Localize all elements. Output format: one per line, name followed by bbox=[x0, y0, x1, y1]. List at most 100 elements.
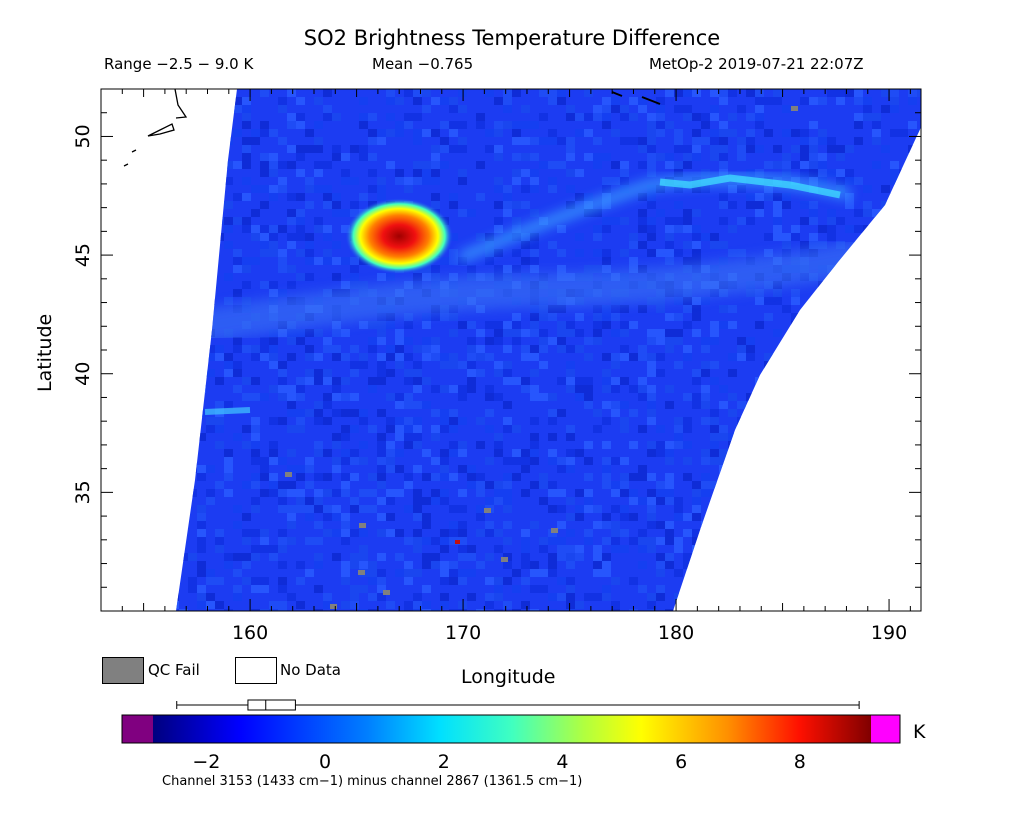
heatmap-cell bbox=[620, 105, 629, 113]
heatmap-cell bbox=[674, 417, 683, 425]
heatmap-cell bbox=[476, 329, 485, 337]
heatmap-cell bbox=[593, 593, 602, 601]
heatmap-cell bbox=[287, 513, 296, 521]
heatmap-cell bbox=[737, 441, 746, 449]
heatmap-cell bbox=[332, 385, 341, 393]
heatmap-cell bbox=[845, 257, 854, 265]
heatmap-cell bbox=[836, 585, 845, 593]
heatmap-cell bbox=[431, 313, 440, 321]
heatmap-cell bbox=[791, 473, 800, 481]
heatmap-cell bbox=[296, 217, 305, 225]
heatmap-cell bbox=[269, 185, 278, 193]
heatmap-cell bbox=[854, 481, 863, 489]
heatmap-cell bbox=[755, 193, 764, 201]
heatmap-cell bbox=[647, 497, 656, 505]
heatmap-cell bbox=[755, 401, 764, 409]
heatmap-cell bbox=[764, 385, 773, 393]
heatmap-cell bbox=[269, 193, 278, 201]
heatmap-cell bbox=[278, 225, 287, 233]
heatmap-cell bbox=[611, 105, 620, 113]
heatmap-cell bbox=[341, 577, 350, 585]
heatmap-cell bbox=[890, 329, 899, 337]
heatmap-cell bbox=[638, 545, 647, 553]
heatmap-cell bbox=[467, 265, 476, 273]
heatmap-cell bbox=[215, 545, 224, 553]
heatmap-cell bbox=[908, 297, 917, 305]
heatmap-cell bbox=[530, 185, 539, 193]
heatmap-cell bbox=[242, 345, 251, 353]
heatmap-cell bbox=[575, 449, 584, 457]
heatmap-cell bbox=[503, 345, 512, 353]
heatmap-cell bbox=[458, 105, 467, 113]
heatmap-cell bbox=[701, 401, 710, 409]
heatmap-cell bbox=[458, 169, 467, 177]
heatmap-cell bbox=[224, 361, 233, 369]
heatmap-cell bbox=[431, 345, 440, 353]
heatmap-cell bbox=[647, 137, 656, 145]
heatmap-cell bbox=[566, 329, 575, 337]
heatmap-cell bbox=[638, 241, 647, 249]
heatmap-cell bbox=[422, 401, 431, 409]
heatmap-cell bbox=[287, 113, 296, 121]
heatmap-cell bbox=[350, 561, 359, 569]
heatmap-cell bbox=[449, 417, 458, 425]
heatmap-cell bbox=[548, 137, 557, 145]
heatmap-cell bbox=[530, 329, 539, 337]
heatmap-cell bbox=[332, 457, 341, 465]
heatmap-cell bbox=[305, 409, 314, 417]
heatmap-cell bbox=[908, 89, 917, 97]
heatmap-cell bbox=[215, 217, 224, 225]
heatmap-cell bbox=[809, 177, 818, 185]
heatmap-cell bbox=[584, 505, 593, 513]
heatmap-cell bbox=[503, 377, 512, 385]
heatmap-cell bbox=[215, 481, 224, 489]
heatmap-cell bbox=[710, 377, 719, 385]
no-data-swatch bbox=[235, 657, 277, 684]
heatmap-cell bbox=[503, 457, 512, 465]
heatmap-cell bbox=[530, 585, 539, 593]
heatmap-cell bbox=[377, 137, 386, 145]
heatmap-cell bbox=[827, 281, 836, 289]
heatmap-cell bbox=[890, 177, 899, 185]
heatmap-cell bbox=[176, 209, 179, 217]
heatmap-cell bbox=[278, 537, 287, 545]
heatmap-cell bbox=[278, 457, 287, 465]
heatmap-cell bbox=[809, 569, 818, 577]
heatmap-cell bbox=[863, 577, 872, 585]
heatmap-cell bbox=[440, 537, 449, 545]
heatmap-cell bbox=[800, 241, 809, 249]
heatmap-cell bbox=[692, 209, 701, 217]
heatmap-cell bbox=[746, 593, 755, 601]
heatmap-cell bbox=[359, 489, 368, 497]
heatmap-cell bbox=[872, 113, 881, 121]
heatmap-cell bbox=[701, 521, 710, 529]
heatmap-cell bbox=[233, 369, 242, 377]
heatmap-cell bbox=[764, 505, 773, 513]
heatmap-cell bbox=[611, 305, 620, 313]
heatmap-cell bbox=[638, 305, 647, 313]
heatmap-cell bbox=[188, 489, 197, 497]
heatmap-cell bbox=[188, 257, 197, 265]
heatmap-cell bbox=[647, 337, 656, 345]
heatmap-cell bbox=[656, 105, 665, 113]
heatmap-cell bbox=[818, 441, 827, 449]
heatmap-cell bbox=[773, 521, 782, 529]
heatmap-cell bbox=[215, 161, 224, 169]
heatmap-cell bbox=[269, 161, 278, 169]
heatmap-cell bbox=[197, 545, 206, 553]
heatmap-cell bbox=[269, 289, 278, 297]
heatmap-cell bbox=[638, 425, 647, 433]
heatmap-cell bbox=[854, 457, 863, 465]
heatmap-cell bbox=[305, 457, 314, 465]
heatmap-cell bbox=[872, 505, 881, 513]
heatmap-cell bbox=[845, 425, 854, 433]
colorbar-tick-label: 8 bbox=[794, 751, 806, 773]
heatmap-cell bbox=[179, 425, 188, 433]
heatmap-cell bbox=[683, 345, 692, 353]
heatmap-cell bbox=[539, 545, 548, 553]
heatmap-cell bbox=[458, 321, 467, 329]
heatmap-cell bbox=[197, 601, 206, 609]
heatmap-cell bbox=[413, 385, 422, 393]
heatmap-cell bbox=[332, 393, 341, 401]
heatmap-cell bbox=[179, 177, 188, 185]
